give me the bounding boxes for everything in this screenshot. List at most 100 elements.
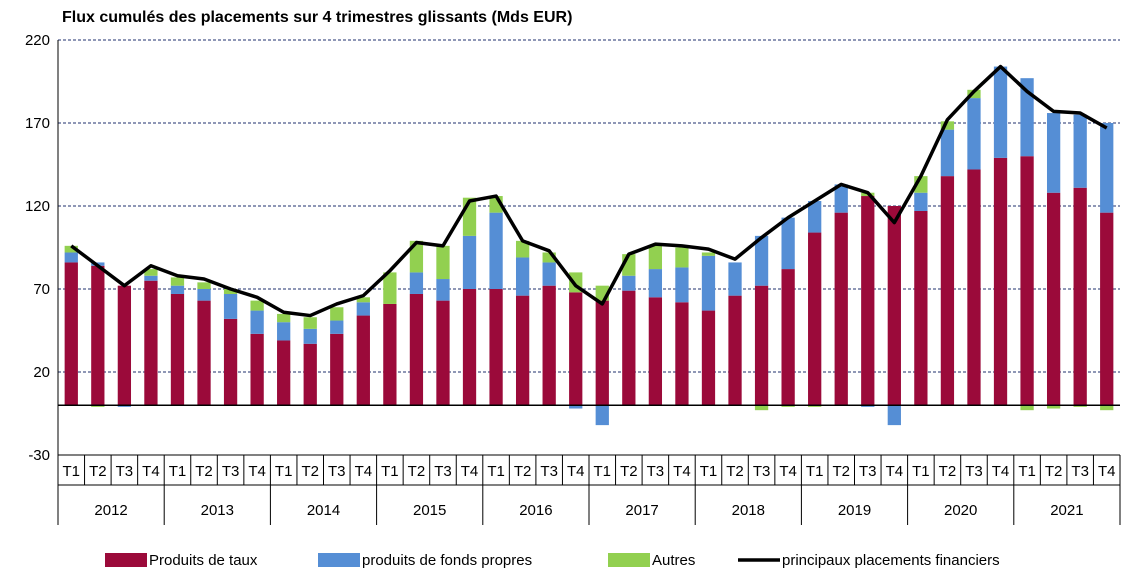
x-tick-label: T3 — [540, 463, 558, 480]
x-group-label: 2017 — [625, 502, 658, 519]
bar — [622, 290, 636, 406]
bar — [356, 315, 370, 406]
x-group-label: 2013 — [201, 502, 234, 519]
bar — [117, 405, 132, 407]
bar — [1073, 114, 1087, 188]
x-tick-label: T2 — [301, 463, 319, 480]
bar — [462, 289, 477, 406]
bar — [914, 210, 928, 406]
x-tick-label: T3 — [222, 463, 240, 480]
x-tick-label: T1 — [63, 463, 81, 480]
bar — [170, 285, 185, 294]
x-tick-label: T3 — [328, 463, 346, 480]
x-group-label: 2020 — [944, 502, 977, 519]
bar — [675, 247, 689, 268]
bar — [330, 333, 344, 406]
x-tick-label: T2 — [726, 463, 744, 480]
x-tick-label: T1 — [700, 463, 718, 480]
bar — [914, 192, 928, 211]
bar — [197, 282, 211, 289]
x-tick-label: T1 — [381, 463, 399, 480]
bar — [1020, 405, 1034, 411]
x-tick-label: T2 — [832, 463, 850, 480]
bar — [701, 252, 716, 256]
bar — [197, 289, 211, 301]
bar — [91, 265, 105, 406]
x-tick-label: T1 — [169, 463, 187, 480]
x-group-label: 2021 — [1050, 502, 1083, 519]
bar — [754, 285, 769, 406]
bar — [1046, 113, 1061, 193]
bar — [303, 328, 317, 344]
x-tick-label: T4 — [1098, 463, 1116, 480]
bar — [64, 252, 78, 263]
y-tick-label: 220 — [25, 32, 50, 49]
bar — [595, 405, 609, 426]
bar — [223, 293, 238, 319]
bar — [277, 340, 291, 406]
x-tick-label: T1 — [275, 463, 293, 480]
bar — [861, 196, 875, 406]
bar — [489, 289, 503, 406]
bar — [834, 184, 848, 213]
bar — [675, 302, 689, 406]
bar — [993, 66, 1008, 158]
bar — [1073, 187, 1087, 406]
x-tick-label: T3 — [859, 463, 877, 480]
x-group-label: 2014 — [307, 502, 340, 519]
legend-label: Autres — [652, 552, 695, 569]
bar — [303, 343, 317, 406]
bar — [223, 289, 238, 294]
legend-label: principaux placements financiers — [782, 552, 1000, 569]
bar — [250, 333, 264, 406]
bar — [1100, 123, 1114, 213]
x-tick-label: T2 — [89, 463, 107, 480]
x-tick-label: T3 — [1071, 463, 1089, 480]
bar — [64, 245, 78, 253]
bar — [1100, 405, 1114, 411]
x-tick-label: T4 — [886, 463, 904, 480]
bar — [754, 235, 769, 286]
x-tick-label: T4 — [779, 463, 797, 480]
bar — [1100, 212, 1114, 406]
bar — [117, 285, 132, 406]
bar — [436, 279, 450, 301]
bar — [940, 121, 955, 130]
legend-label: produits de fonds propres — [362, 552, 532, 569]
bar — [542, 252, 556, 263]
bar — [515, 257, 530, 296]
x-tick-label: T3 — [434, 463, 452, 480]
y-tick-label: 70 — [33, 281, 50, 298]
x-tick-label: T2 — [939, 463, 957, 480]
x-tick-label: T1 — [912, 463, 930, 480]
bar — [834, 212, 848, 406]
bar — [542, 285, 556, 406]
bar — [940, 129, 955, 177]
y-tick-label: -30 — [28, 447, 50, 464]
bar — [648, 269, 663, 298]
bar — [144, 280, 158, 406]
bar — [993, 157, 1008, 406]
x-tick-label: T4 — [673, 463, 691, 480]
bar — [436, 245, 450, 280]
x-tick-label: T2 — [620, 463, 638, 480]
bar — [383, 303, 397, 406]
bar — [728, 295, 742, 406]
y-tick-label: 170 — [25, 115, 50, 132]
bar — [1073, 405, 1087, 407]
bar — [808, 232, 822, 406]
bar — [861, 405, 875, 407]
bar — [250, 310, 264, 334]
x-group-label: 2012 — [94, 502, 127, 519]
x-tick-label: T4 — [461, 463, 479, 480]
x-group-label: 2018 — [732, 502, 765, 519]
bar — [277, 313, 291, 323]
bar — [64, 262, 78, 406]
bar — [515, 295, 530, 406]
bar — [648, 297, 663, 406]
bar — [940, 176, 955, 406]
bar — [967, 98, 981, 170]
x-group-label: 2015 — [413, 502, 446, 519]
bar — [542, 262, 556, 286]
